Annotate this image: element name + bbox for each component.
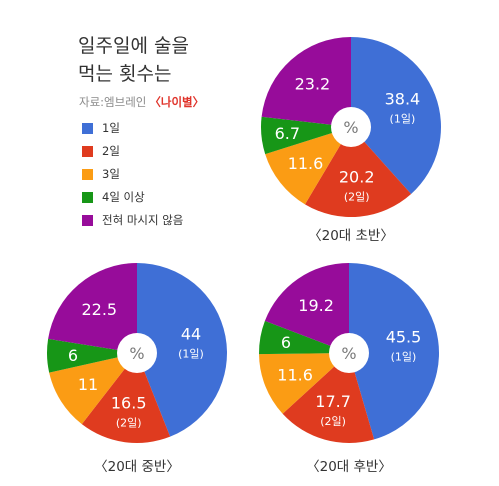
pie-slice-thrice xyxy=(49,353,137,425)
value-label-never: 19.2 xyxy=(298,296,334,315)
caption-late-20s: 〈20대 후반〉 xyxy=(306,459,392,475)
pie-chart-mid-20s: 44 (1일) 16.5 (2일) 116 22.5% xyxy=(47,263,227,443)
value-label-twice: 17.7 xyxy=(315,392,351,411)
legend-item-twice: 2일 xyxy=(82,140,183,162)
pie-slice-four-plus xyxy=(260,116,351,155)
pie-slice-once xyxy=(137,263,227,437)
pie-slice-thrice xyxy=(259,353,349,414)
title-line-1: 일주일에 술을 xyxy=(78,35,189,57)
legend-swatch-thrice xyxy=(82,168,93,180)
legend-label-once: 1일 xyxy=(102,121,120,135)
pie-slice-never xyxy=(264,263,349,353)
pie-chart-early-20s: 38.4 (1일) 20.2 (2일) 11.6 6.7 23.2% xyxy=(260,37,441,218)
value-label-twice: 20.2 xyxy=(339,168,375,187)
pie-slice-never xyxy=(261,37,351,127)
legend-item-never: 전혀 마시지 않음 xyxy=(82,209,183,231)
source-text: 자료:엠브레인 xyxy=(79,95,147,109)
sub-label-once: (1일) xyxy=(391,349,417,363)
value-label-once: 38.4 xyxy=(385,89,421,108)
pie-slice-twice xyxy=(282,353,375,444)
value-label-never: 23.2 xyxy=(295,75,331,94)
sub-label-twice: (2일) xyxy=(344,190,370,204)
pie-slice-twice xyxy=(304,127,412,218)
legend-swatch-twice xyxy=(82,145,93,157)
legend-swatch-four-plus xyxy=(82,191,93,203)
legend-label-twice: 2일 xyxy=(102,144,120,158)
value-label-four-plus: 6 xyxy=(68,346,78,365)
legend-label-thrice: 3일 xyxy=(102,167,120,181)
pie-slice-never xyxy=(48,263,137,353)
donut-hole xyxy=(331,107,371,147)
legend-item-four-plus: 4일 이상 xyxy=(82,186,183,208)
value-label-four-plus: 6 xyxy=(281,333,291,352)
value-label-thrice: 11 xyxy=(78,375,98,394)
percent-unit-label: % xyxy=(129,344,144,363)
value-label-never: 22.5 xyxy=(81,300,117,319)
sub-label-once: (1일) xyxy=(178,347,204,361)
chart-title: 일주일에 술을 먹는 횟수는 xyxy=(78,32,189,88)
pie-slice-four-plus xyxy=(47,338,138,373)
value-label-twice: 16.5 xyxy=(111,393,147,412)
percent-unit-label: % xyxy=(341,344,356,363)
legend-item-once: 1일 xyxy=(82,117,183,139)
value-label-once: 45.5 xyxy=(386,327,422,346)
pie-slice-thrice xyxy=(265,127,351,205)
donut-hole xyxy=(117,333,157,373)
donut-hole xyxy=(329,333,369,373)
caption-early-20s: 〈20대 초반〉 xyxy=(308,228,394,244)
sub-label-twice: (2일) xyxy=(320,414,346,428)
value-label-thrice: 11.6 xyxy=(277,365,313,384)
title-line-2: 먹는 횟수는 xyxy=(78,63,172,85)
source-tag: 〈나이별〉 xyxy=(149,95,205,109)
source-note: 자료:엠브레인 〈나이별〉 xyxy=(79,94,204,110)
value-label-thrice: 11.6 xyxy=(288,154,324,173)
legend-label-never: 전혀 마시지 않음 xyxy=(102,213,184,227)
legend: 1일 2일 3일 4일 이상 전혀 마시지 않음 xyxy=(82,117,183,232)
value-label-once: 44 xyxy=(181,325,201,344)
sub-label-once: (1일) xyxy=(390,111,416,125)
pie-slice-four-plus xyxy=(259,320,349,355)
legend-swatch-never xyxy=(82,214,93,226)
pie-slice-twice xyxy=(81,353,171,443)
value-label-four-plus: 6.7 xyxy=(275,124,300,143)
caption-mid-20s: 〈20대 중반〉 xyxy=(94,459,180,475)
pie-slice-once xyxy=(349,263,440,440)
pie-chart-late-20s: 45.5 (1일) 17.7 (2일) 11.6 6 19.2% xyxy=(259,263,440,444)
legend-label-four-plus: 4일 이상 xyxy=(102,190,145,204)
pie-slice-once xyxy=(351,37,441,194)
percent-unit-label: % xyxy=(343,118,358,137)
legend-swatch-once xyxy=(82,122,93,134)
legend-item-thrice: 3일 xyxy=(82,163,183,185)
sub-label-twice: (2일) xyxy=(116,415,142,429)
